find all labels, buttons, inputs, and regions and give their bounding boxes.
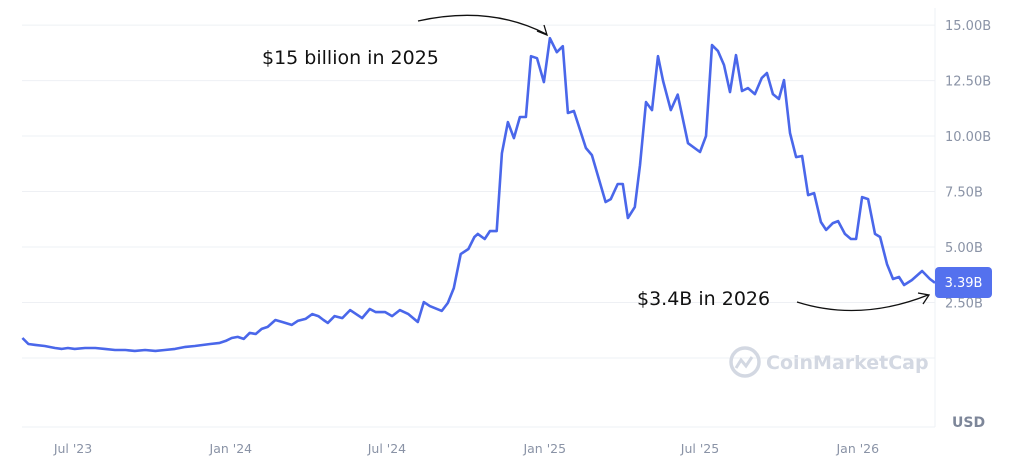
currency-label: USD [952,415,985,431]
watermark: CoinMarketCap [729,346,929,378]
current-value-badge: 3.39B [935,267,992,298]
annotation-arrow-current [796,294,929,312]
y-tick-label: 15.00B [945,19,991,34]
y-tick-label: 12.50B [945,75,991,90]
x-tick-label: Jan '24 [209,441,253,456]
x-tick-label: Jul '23 [53,441,92,456]
x-tick-label: Jan '26 [836,441,880,456]
y-axis: 15.00B 12.50B 10.00B 7.50B 5.00B 2.50B [945,19,991,311]
y-tick-label: 7.50B [945,186,983,201]
series-line [21,36,936,353]
y-tick-label: 5.00B [945,241,983,256]
y-tick-label: 2.50B [945,297,983,312]
x-tick-label: Jul '25 [680,441,719,456]
current-value-label: 3.39B [945,276,983,291]
annotation-arrow-peak [417,14,547,35]
annotation-current: $3.4B in 2026 [637,288,931,312]
arrowhead-icon [536,24,549,37]
watermark-text: CoinMarketCap [766,352,929,374]
x-axis: Jul '23 Jan '24 Jul '24 Jan '25 Jul '25 Jan '… [53,441,879,456]
arrowhead-icon [917,292,931,305]
annotation-text-peak: $15 billion in 2025 [262,47,439,69]
gridlines [22,24,935,359]
annotation-text-current: $3.4B in 2026 [637,288,770,310]
annotation-peak: $15 billion in 2025 [262,14,549,69]
x-tick-label: Jul '24 [367,441,406,456]
x-tick-label: Jan '25 [522,441,566,456]
coinmarketcap-logo-icon [729,346,761,378]
y-tick-label: 10.00B [945,130,991,145]
